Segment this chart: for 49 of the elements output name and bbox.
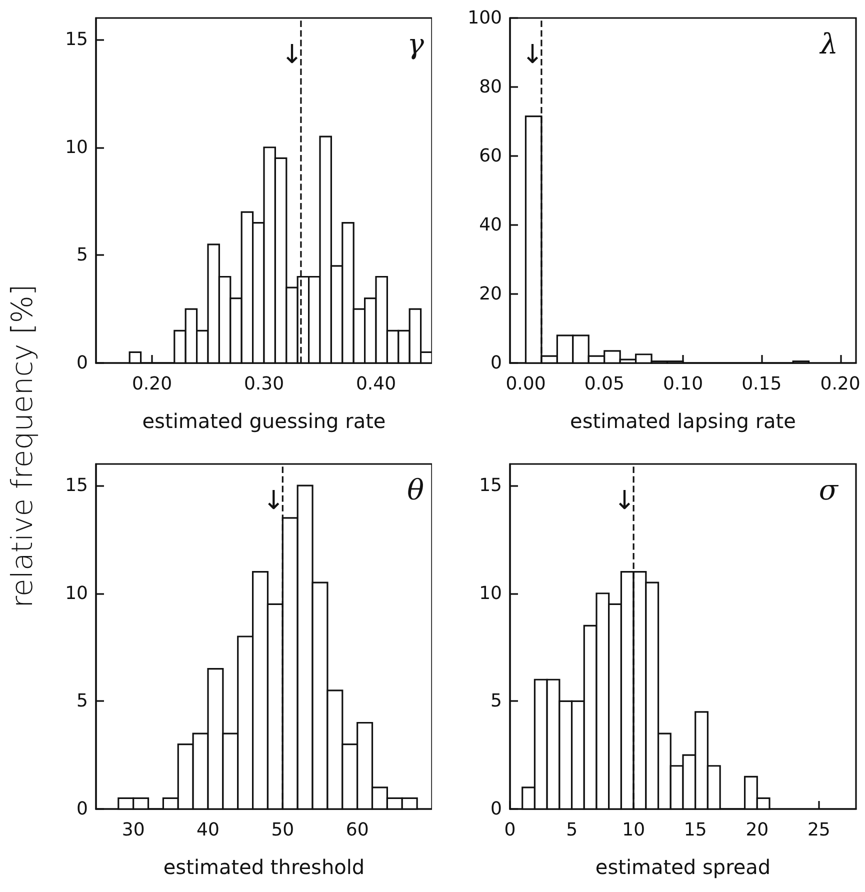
annotation: ↓	[281, 40, 303, 70]
x-tick-label: 0.30	[244, 374, 284, 394]
annotation: γ	[407, 28, 424, 60]
x-tick-label: 0.10	[662, 374, 704, 394]
x-tick-label: 5	[566, 820, 578, 840]
y-axis-title: relative frequency [%]	[5, 284, 39, 608]
x-axis-title: estimated threshold	[163, 855, 365, 879]
y-tick-label: 5	[76, 244, 88, 266]
x-axis-title: estimated lapsing rate	[570, 409, 796, 433]
annotation: ↓	[614, 486, 636, 516]
x-axis-title: estimated spread	[595, 855, 771, 879]
y-tick-label: 5	[76, 690, 88, 712]
y-tick-label: 15	[65, 29, 88, 50]
y-tick-label: 40	[479, 214, 502, 236]
x-tick-label: 10	[622, 820, 646, 840]
x-tick-label: 40	[196, 820, 220, 840]
y-tick-label: 0	[76, 352, 88, 374]
x-tick-label: 20	[746, 820, 769, 840]
x-tick-label: 0.15	[742, 374, 782, 394]
y-tick-label: 0	[490, 798, 502, 820]
annotation: ↓	[522, 40, 544, 70]
x-tick-label: 60	[346, 820, 369, 840]
annotation: θ	[407, 474, 424, 506]
y-tick-label: 20	[479, 284, 502, 304]
x-tick-label: 0.20	[820, 374, 860, 394]
y-tick-label: 80	[479, 76, 502, 98]
x-tick-label: 0.20	[132, 374, 172, 394]
x-tick-label: 15	[684, 820, 707, 840]
x-tick-label: 0.00	[506, 374, 546, 394]
y-tick-label: 15	[65, 475, 88, 496]
y-tick-label: 10	[479, 582, 502, 604]
x-tick-label: 50	[271, 820, 294, 840]
y-tick-label: 100	[468, 8, 502, 28]
y-tick-label: 10	[65, 582, 88, 604]
x-axis-title: estimated guessing rate	[142, 409, 386, 433]
y-tick-label: 60	[479, 146, 502, 166]
y-tick-label: 5	[490, 690, 502, 712]
annotation: σ	[818, 474, 839, 506]
annotation: ↓	[262, 486, 285, 516]
x-tick-label: 25	[807, 820, 830, 840]
x-tick-label: 0	[504, 820, 516, 840]
annotation: λ	[819, 28, 838, 60]
y-tick-label: 0	[76, 798, 88, 820]
y-tick-label: 15	[479, 475, 502, 496]
x-tick-label: 30	[122, 820, 145, 840]
x-tick-label: 0.05	[584, 374, 624, 394]
y-tick-label: 10	[65, 136, 88, 158]
y-tick-label: 0	[490, 352, 502, 374]
x-tick-label: 0.40	[356, 374, 396, 394]
